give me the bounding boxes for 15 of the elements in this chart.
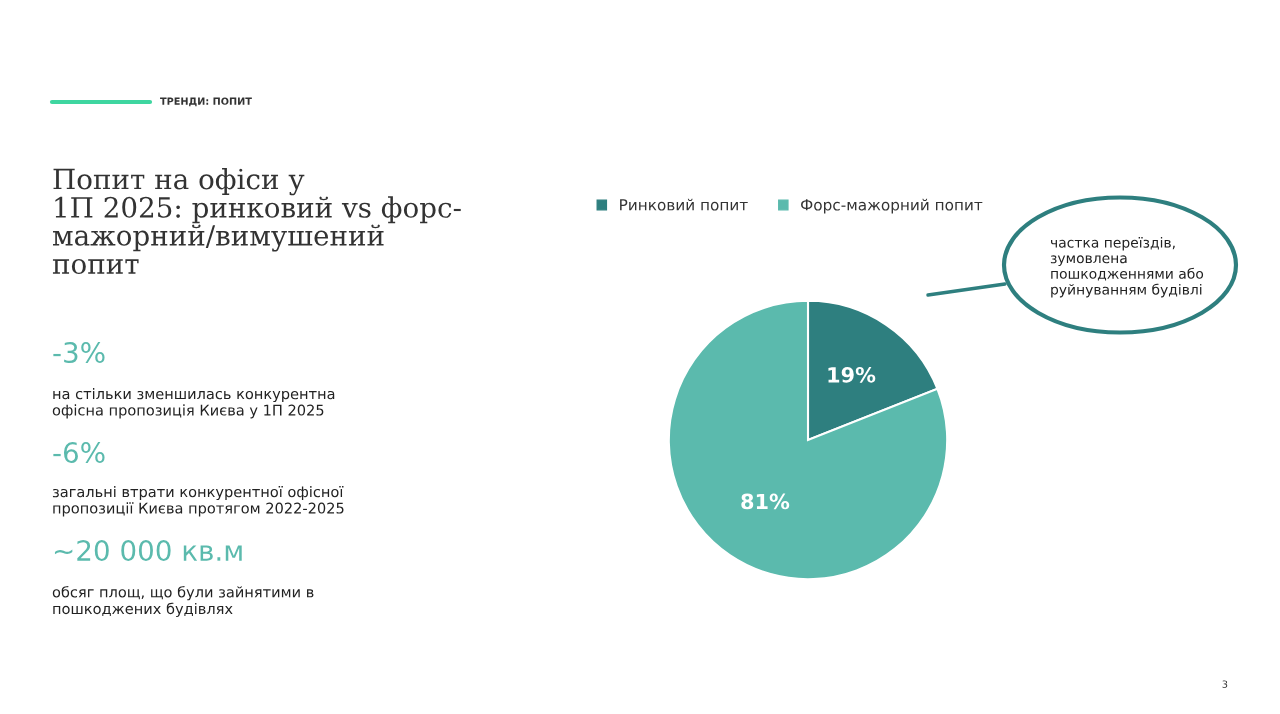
- text: обсяг площ, що були зайнятими в пошкоджених будівлях: [52, 586, 314, 617]
- legend-label: Форс-мажорний попит: [801, 198, 983, 214]
- text: -3%: [53, 342, 105, 364]
- text: ~20 000 кв.м: [54, 540, 242, 562]
- text: -6%: [53, 442, 105, 464]
- legend-label: Ринковий попит: [620, 198, 748, 211]
- data-label: 81%: [741, 493, 790, 510]
- text: Попит на офіси у 1П 2025: ринковий vs форс- мажорний/вимушений попит: [52, 168, 461, 275]
- pie-slice: [667, 299, 949, 581]
- text: 3: [1222, 680, 1228, 688]
- text: частка переїздів, зумовлена пошкодженнями або руйнуванням будівлі: [1050, 237, 1204, 298]
- text: ТРЕНДИ: ПОПИТ: [160, 97, 252, 107]
- data-label: 19%: [828, 366, 876, 383]
- text: загальні втрати конкурентної офісної пропозиції Києва протягом 2022-2025: [52, 486, 344, 517]
- text: на стільки зменшилась конкурентна офісна пропозиція Києва у 1П 2025: [52, 388, 335, 419]
